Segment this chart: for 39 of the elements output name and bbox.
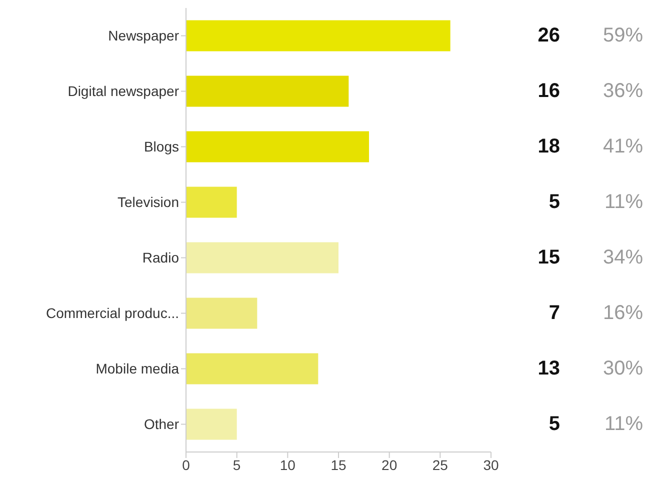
x-tick-label: 10 [280, 456, 296, 473]
y-tick-label: Blogs [144, 138, 179, 155]
text: 11% [604, 413, 644, 436]
y-tick-label: Radio [142, 250, 180, 266]
y-tick-label: Commercial produc... [46, 305, 179, 322]
y-tick-label: Mobile media [96, 360, 180, 377]
data-label: 5 [548, 413, 560, 436]
data-label: 5 [548, 191, 560, 214]
y-tick-label: Other [144, 416, 180, 432]
text: 59% [602, 24, 644, 47]
text: 30% [602, 358, 644, 380]
x-tick-label: 0 [182, 456, 190, 473]
x-tick-label: 30 [483, 456, 499, 473]
x-tick-label: 20 [382, 456, 398, 473]
data-label: 15 [538, 246, 560, 269]
bar [186, 298, 258, 329]
bar [186, 353, 318, 384]
data-label: 13 [538, 358, 560, 380]
x-tick-label: 25 [432, 456, 448, 473]
bar [186, 242, 338, 274]
data-label: 7 [548, 302, 560, 324]
text: 41% [602, 136, 644, 158]
bar [186, 76, 349, 107]
text: 36% [602, 80, 644, 102]
data-label: 16 [538, 80, 560, 102]
bar [186, 408, 237, 440]
text: 34% [602, 246, 644, 269]
y-tick-label: Newspaper [108, 28, 180, 44]
x-tick-label: 15 [330, 456, 346, 473]
x-tick-label: 5 [232, 456, 241, 473]
text: 16% [602, 302, 644, 324]
y-tick-label: Digital newspaper [68, 83, 180, 100]
bar [186, 131, 369, 162]
bar [186, 186, 237, 218]
data-label: 26 [538, 24, 560, 47]
bar [186, 20, 450, 52]
data-label: 18 [538, 136, 560, 158]
y-tick-label: Television [118, 194, 179, 210]
text: 11% [604, 191, 644, 214]
